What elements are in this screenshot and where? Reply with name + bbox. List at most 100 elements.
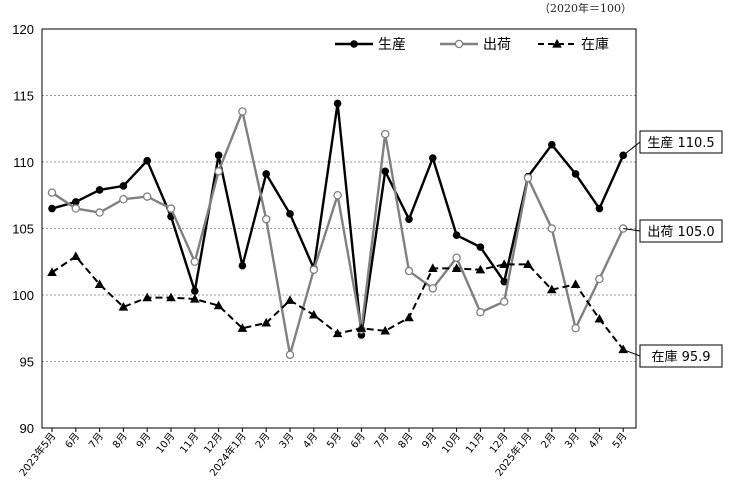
callout-box — [639, 219, 723, 243]
data-point — [381, 167, 390, 176]
x-tick-label: 9月 — [420, 430, 440, 450]
data-point — [380, 129, 390, 139]
x-tick-label: 8月 — [396, 430, 416, 450]
y-tick-label: 95 — [20, 355, 34, 370]
x-tick-label: 4月 — [301, 430, 321, 450]
data-point — [499, 259, 509, 269]
data-point — [452, 253, 461, 263]
data-point — [380, 325, 390, 335]
end-label-2: 出荷 105.0 — [623, 219, 723, 243]
x-tick-label: 5月 — [610, 430, 630, 450]
data-point — [333, 99, 342, 108]
x-tick-label: 11月 — [178, 430, 201, 455]
callout-leader — [623, 228, 641, 232]
data-point — [214, 167, 223, 176]
data-point — [47, 188, 57, 197]
x-tick-label: 10月 — [154, 430, 177, 455]
data-point — [309, 265, 319, 274]
data-point — [309, 309, 319, 319]
y-tick-label: 115 — [13, 89, 34, 104]
series-line — [51, 103, 625, 336]
data-point — [71, 251, 81, 261]
x-tick-label: 12月 — [487, 430, 510, 455]
data-point — [356, 323, 367, 332]
callout-box — [639, 130, 723, 154]
data-point — [119, 194, 128, 204]
data-point — [142, 192, 152, 201]
x-tick-label: 3月 — [277, 430, 297, 450]
data-point — [547, 224, 557, 233]
plot-area — [41, 28, 637, 429]
data-point — [428, 263, 438, 272]
unit-note: （2020年＝100） — [539, 2, 632, 15]
x-tick-label: 4月 — [586, 430, 606, 450]
data-point — [476, 243, 485, 251]
callout-leader — [623, 349, 641, 357]
data-point — [48, 204, 56, 213]
series-line — [51, 107, 625, 356]
data-point — [500, 277, 509, 286]
data-point — [213, 300, 224, 310]
legend-label: 在庫 — [581, 36, 609, 53]
y-tick-label: 110 — [13, 155, 34, 170]
x-tick-label: 11月 — [463, 430, 486, 455]
series-2 — [47, 107, 628, 360]
x-tick-label: 6月 — [348, 430, 368, 450]
data-point — [237, 323, 248, 332]
x-tick-label: 6月 — [63, 430, 83, 450]
data-point — [238, 261, 247, 270]
data-point — [191, 287, 199, 295]
data-point — [238, 107, 247, 116]
data-point — [499, 297, 509, 306]
y-tick-label: 105 — [12, 222, 34, 237]
data-point — [570, 279, 581, 288]
data-point — [452, 231, 461, 239]
data-point — [142, 292, 152, 302]
data-point — [523, 259, 533, 269]
data-point — [333, 190, 342, 200]
data-point — [47, 267, 57, 276]
data-point — [286, 210, 294, 218]
legend-marker — [552, 39, 562, 48]
data-point — [143, 156, 151, 165]
data-point — [119, 182, 128, 190]
series-3 — [47, 251, 628, 354]
x-tick-label: 7月 — [86, 430, 106, 450]
data-point — [71, 204, 81, 213]
data-point — [332, 328, 343, 338]
data-point — [475, 264, 486, 274]
x-tick-label: 2月 — [253, 430, 273, 450]
y-tick-label: 100 — [12, 288, 34, 303]
data-point — [594, 313, 605, 323]
data-point — [214, 151, 223, 160]
x-tick-label: 2023年5月 — [16, 430, 58, 479]
data-point — [95, 186, 104, 194]
data-point — [429, 154, 437, 162]
data-point — [190, 293, 200, 303]
x-tick-label: 8月 — [110, 430, 130, 450]
data-point — [595, 274, 604, 284]
data-point — [405, 215, 413, 223]
data-point — [571, 323, 580, 333]
data-point — [166, 204, 176, 213]
data-point — [476, 308, 485, 317]
y-tick-label: 120 — [12, 22, 34, 37]
data-point — [285, 350, 295, 360]
data-point — [428, 284, 438, 293]
x-tick-label: 5月 — [324, 430, 344, 450]
data-point — [261, 214, 271, 224]
legend: 生産 出荷 在庫 — [335, 36, 609, 53]
callout-label: 出荷 105.0 — [647, 225, 714, 240]
data-point — [595, 204, 604, 213]
data-point — [404, 266, 414, 276]
data-point — [190, 257, 200, 266]
data-point — [547, 284, 557, 294]
data-point — [166, 292, 176, 302]
data-point — [118, 301, 129, 311]
y-tick-label: 90 — [20, 421, 34, 436]
data-point — [94, 279, 105, 288]
x-tick-label: 12月 — [202, 430, 225, 455]
legend-marker — [454, 39, 464, 49]
end-label-3: 在庫 95.9 — [623, 344, 723, 368]
